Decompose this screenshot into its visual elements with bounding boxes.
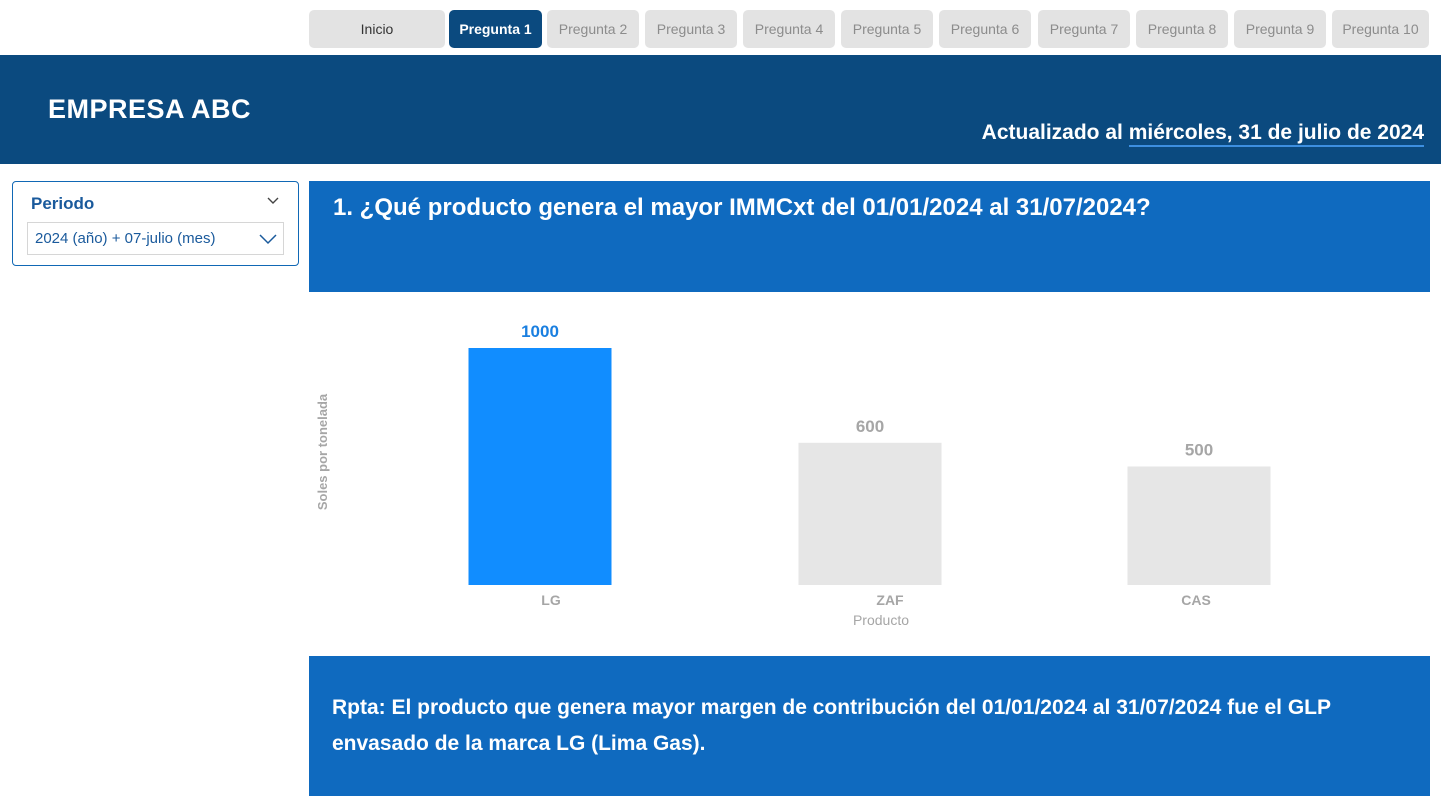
x-axis-title: Producto xyxy=(853,612,909,628)
question-banner: 1. ¿Qué producto genera el mayor IMMCxt … xyxy=(309,181,1430,292)
chevron-down-icon xyxy=(259,234,277,245)
tab-pregunta-1[interactable]: Pregunta 1 xyxy=(449,10,542,48)
last-updated: Actualizado al miércoles, 31 de julio de… xyxy=(981,121,1424,147)
bar-zaf[interactable] xyxy=(798,442,942,585)
tab-pregunta-10[interactable]: Pregunta 10 xyxy=(1332,10,1429,48)
chevron-down-icon[interactable] xyxy=(266,194,280,208)
question-text: 1. ¿Qué producto genera el mayor IMMCxt … xyxy=(333,194,1151,221)
header-band: EMPRESA ABC Actualizado al miércoles, 31… xyxy=(0,55,1441,164)
tab-pregunta-4[interactable]: Pregunta 4 xyxy=(743,10,835,48)
slicer-title: Periodo xyxy=(31,194,95,213)
answer-banner: Rpta: El producto que genera mayor marge… xyxy=(309,656,1430,796)
x-tick-label-zaf: ZAF xyxy=(876,592,904,608)
tab-inicio[interactable]: Inicio xyxy=(309,10,445,48)
tab-pregunta-8[interactable]: Pregunta 8 xyxy=(1136,10,1228,48)
tab-pregunta-2[interactable]: Pregunta 2 xyxy=(547,10,639,48)
data-label-zaf: 600 xyxy=(856,417,884,436)
last-updated-prefix: Actualizado al xyxy=(981,121,1129,144)
tab-pregunta-7[interactable]: Pregunta 7 xyxy=(1038,10,1130,48)
tab-pregunta-3[interactable]: Pregunta 3 xyxy=(645,10,737,48)
company-title: EMPRESA ABC xyxy=(48,94,252,124)
bar-lg[interactable] xyxy=(468,348,612,585)
tab-pregunta-6[interactable]: Pregunta 6 xyxy=(939,10,1031,48)
tab-pregunta-9[interactable]: Pregunta 9 xyxy=(1234,10,1326,48)
data-label-lg: 1000 xyxy=(521,322,559,341)
bar-series: 1000 LG 600 ZAF 500 CAS xyxy=(468,322,1271,608)
periodo-slicer: Periodo 2024 (año) + 07-julio (mes) xyxy=(12,181,299,266)
answer-text: Rpta: El producto que genera mayor marge… xyxy=(332,696,1331,755)
bar-chart: Soles por tonelada Producto 1000 LG 600 ZAF… xyxy=(309,300,1430,640)
periodo-selected-value: 2024 (año) + 07-julio (mes) xyxy=(35,230,216,247)
periodo-dropdown[interactable]: 2024 (año) + 07-julio (mes) xyxy=(27,222,284,255)
last-updated-date: miércoles, 31 de julio de 2024 xyxy=(1128,121,1424,147)
tab-pregunta-5[interactable]: Pregunta 5 xyxy=(841,10,933,48)
x-tick-label-cas: CAS xyxy=(1181,592,1211,608)
x-tick-label-lg: LG xyxy=(541,592,561,608)
bar-chart-svg: Soles por tonelada Producto 1000 LG 600 ZAF… xyxy=(315,322,1271,628)
data-label-cas: 500 xyxy=(1185,441,1213,460)
bar-cas[interactable] xyxy=(1127,466,1271,586)
y-axis-title: Soles por tonelada xyxy=(315,393,330,510)
